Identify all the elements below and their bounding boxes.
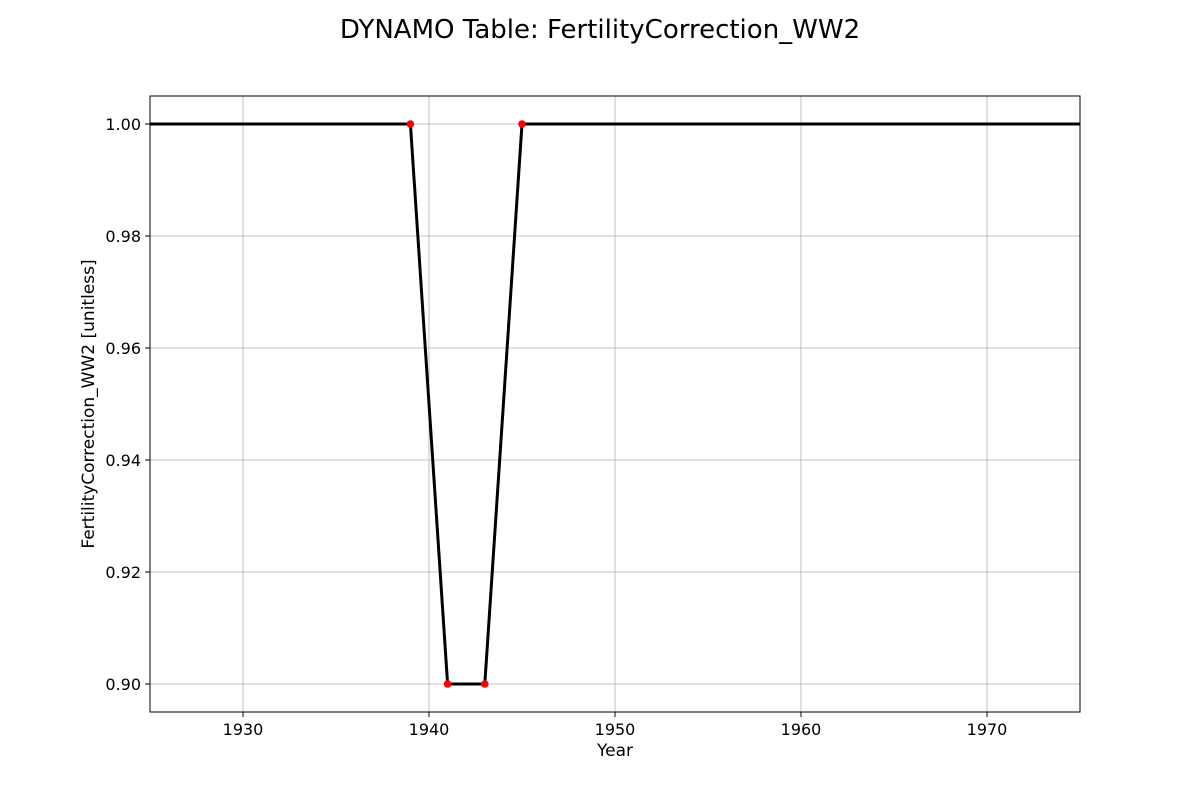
y-tick-label: 0.96 bbox=[105, 339, 141, 358]
x-tick-label: 1970 bbox=[967, 720, 1008, 739]
x-tick-label: 1930 bbox=[223, 720, 264, 739]
y-tick-label: 0.94 bbox=[105, 451, 141, 470]
data-point bbox=[443, 680, 452, 688]
data-point bbox=[518, 120, 526, 128]
data-point bbox=[481, 680, 489, 688]
points-layer bbox=[406, 120, 526, 688]
y-axis-label: FertilityCorrection_WW2 [unitless] bbox=[79, 259, 99, 548]
x-tick-label: 1940 bbox=[409, 720, 450, 739]
x-axis-label: Year bbox=[596, 741, 633, 761]
y-tick-label: 0.92 bbox=[105, 563, 141, 582]
grid-lines bbox=[150, 96, 1080, 712]
y-tick-label: 0.90 bbox=[105, 675, 141, 694]
series-layer bbox=[150, 122, 1080, 686]
x-tick-label: 1950 bbox=[595, 720, 636, 739]
tick-layer: 1930 1940 1950 1960 1970 0.90 0.92 0.94 0.96 0.98… bbox=[105, 115, 1007, 739]
x-tick-label: 1960 bbox=[781, 720, 822, 739]
y-tick-label: 0.98 bbox=[105, 227, 141, 246]
chart-title: DYNAMO Table: FertilityCorrection_WW2 bbox=[340, 15, 860, 45]
series-line bbox=[150, 122, 1080, 686]
data-point bbox=[406, 120, 415, 128]
y-tick-label: 1.00 bbox=[105, 115, 141, 134]
